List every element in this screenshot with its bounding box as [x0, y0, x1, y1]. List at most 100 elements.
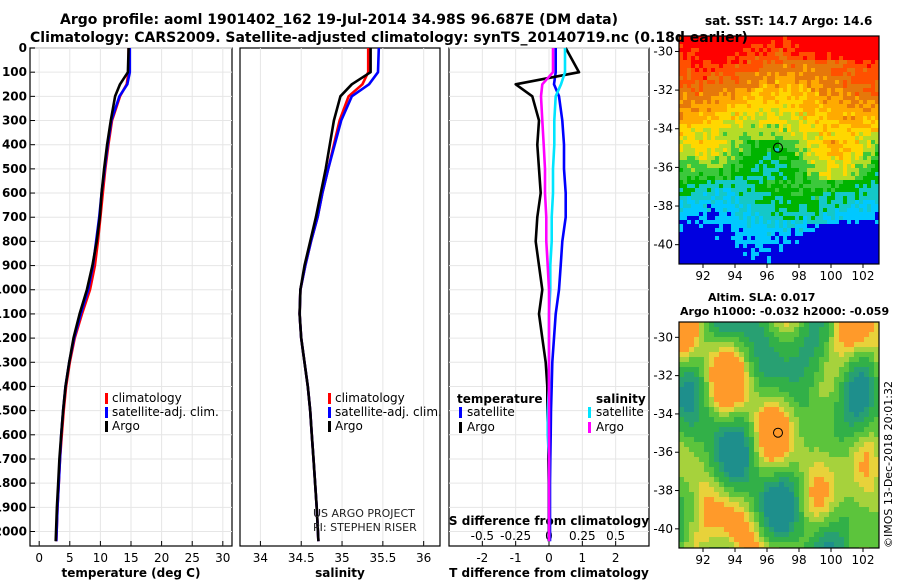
sla-cell	[864, 532, 869, 537]
sla-cell	[829, 372, 834, 377]
sst-cell	[779, 52, 783, 56]
sst-cell	[687, 224, 691, 228]
sst-cell	[855, 220, 859, 224]
sla-cell	[814, 512, 819, 517]
sla-cell	[789, 417, 794, 422]
sst-cell	[775, 144, 779, 148]
sst-cell	[791, 176, 795, 180]
sst-cell	[707, 244, 711, 248]
sla-cell	[819, 342, 824, 347]
sla-cell	[689, 347, 694, 352]
sst-cell	[835, 52, 839, 56]
legend-swatch	[328, 421, 331, 432]
sst-cell	[843, 192, 847, 196]
sla-cell	[854, 467, 859, 472]
sst-cell	[871, 164, 875, 168]
sst-cell	[723, 256, 727, 260]
sst-cell	[831, 244, 835, 248]
sst-cell	[759, 60, 763, 64]
sst-cell	[779, 232, 783, 236]
sla-cell	[789, 352, 794, 357]
sst-cell	[795, 160, 799, 164]
sst-cell	[787, 228, 791, 232]
sst-cell	[719, 88, 723, 92]
sla-cell	[724, 417, 729, 422]
sla-cell	[799, 512, 804, 517]
sla-cell	[749, 487, 754, 492]
sst-cell	[851, 172, 855, 176]
sst-cell	[755, 68, 759, 72]
sst-cell	[715, 248, 719, 252]
sst-cell	[763, 248, 767, 252]
sla-cell	[809, 432, 814, 437]
sst-cell	[803, 128, 807, 132]
sst-cell	[799, 56, 803, 60]
sst-cell	[759, 108, 763, 112]
sla-cell	[709, 342, 714, 347]
sla-cell	[804, 382, 809, 387]
sla-cell	[759, 487, 764, 492]
sst-cell	[859, 200, 863, 204]
sst-cell	[875, 128, 879, 132]
sst-cell	[695, 112, 699, 116]
sst-cell	[783, 80, 787, 84]
sst-cell	[719, 56, 723, 60]
sla-cell	[834, 322, 839, 327]
sst-cell	[779, 196, 783, 200]
sst-cell	[851, 164, 855, 168]
sst-cell	[703, 236, 707, 240]
sla-cell	[679, 477, 684, 482]
sst-cell	[719, 260, 723, 264]
sla-cell	[824, 492, 829, 497]
sst-cell	[863, 156, 867, 160]
sst-cell	[795, 232, 799, 236]
sst-cell	[735, 260, 739, 264]
sla-cell	[774, 322, 779, 327]
sst-cell	[831, 108, 835, 112]
sla-cell	[784, 347, 789, 352]
sla-cell	[724, 462, 729, 467]
sla-cell	[759, 447, 764, 452]
sst-cell	[711, 220, 715, 224]
sla-cell	[724, 442, 729, 447]
sst-cell	[715, 196, 719, 200]
sst-cell	[719, 128, 723, 132]
sst-cell	[763, 192, 767, 196]
sla-cell	[844, 352, 849, 357]
sst-cell	[771, 52, 775, 56]
sla-cell	[734, 397, 739, 402]
sst-cell	[783, 200, 787, 204]
sla-cell	[859, 432, 864, 437]
sst-cell	[831, 164, 835, 168]
sst-cell	[831, 224, 835, 228]
temperature-panel: 0100200300400500600700800900100011001200…	[0, 41, 233, 580]
sla-cell	[804, 362, 809, 367]
sst-cell	[755, 236, 759, 240]
sst-cell	[867, 212, 871, 216]
sst-cell	[831, 192, 835, 196]
sst-cell	[723, 120, 727, 124]
sst-cell	[715, 104, 719, 108]
sst-cell	[851, 144, 855, 148]
sla-cell	[794, 322, 799, 327]
sst-cell	[747, 112, 751, 116]
sla-cell	[789, 332, 794, 337]
sst-cell	[699, 248, 703, 252]
sst-cell	[847, 60, 851, 64]
sst-cell	[871, 216, 875, 220]
sla-cell	[704, 392, 709, 397]
sst-cell	[791, 36, 795, 40]
sst-cell	[831, 56, 835, 60]
sst-cell	[867, 80, 871, 84]
sla-cell	[729, 482, 734, 487]
sla-cell	[799, 437, 804, 442]
sst-cell	[719, 92, 723, 96]
sst-cell	[731, 228, 735, 232]
sla-cell	[829, 347, 834, 352]
sla-cell	[729, 542, 734, 547]
sst-cell	[831, 80, 835, 84]
sst-cell	[863, 140, 867, 144]
sst-cell	[851, 252, 855, 256]
sla-cell	[804, 352, 809, 357]
sst-cell	[843, 96, 847, 100]
